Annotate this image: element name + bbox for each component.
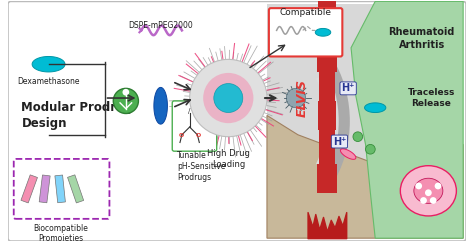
- Polygon shape: [55, 175, 65, 203]
- Text: H⁺: H⁺: [333, 137, 346, 147]
- Polygon shape: [319, 130, 335, 164]
- Circle shape: [435, 183, 441, 189]
- Polygon shape: [154, 87, 167, 124]
- Polygon shape: [351, 1, 463, 238]
- Circle shape: [430, 197, 437, 204]
- Circle shape: [353, 132, 363, 142]
- Bar: [267, 4, 463, 238]
- Text: O: O: [196, 133, 201, 138]
- Ellipse shape: [286, 88, 306, 108]
- Circle shape: [425, 189, 432, 196]
- Polygon shape: [319, 72, 335, 101]
- Polygon shape: [21, 175, 37, 203]
- Ellipse shape: [203, 73, 254, 123]
- Polygon shape: [318, 101, 336, 130]
- Text: H⁺: H⁺: [341, 83, 355, 93]
- Text: ELVIS: ELVIS: [295, 79, 308, 117]
- Text: O: O: [178, 133, 183, 138]
- Polygon shape: [67, 175, 84, 203]
- Polygon shape: [318, 1, 336, 38]
- Text: Tunable
pH-Sensitive
Prodrugs: Tunable pH-Sensitive Prodrugs: [177, 151, 226, 182]
- Circle shape: [420, 197, 427, 204]
- Text: /: /: [189, 108, 191, 114]
- Text: Rheumatoid
Arthritis: Rheumatoid Arthritis: [388, 27, 455, 50]
- Polygon shape: [317, 164, 337, 193]
- Polygon shape: [317, 38, 337, 72]
- Circle shape: [415, 183, 422, 189]
- Ellipse shape: [190, 59, 267, 137]
- FancyBboxPatch shape: [172, 101, 217, 151]
- Text: Biocompatible
Promoieties: Biocompatible Promoieties: [34, 224, 89, 243]
- Polygon shape: [39, 175, 50, 203]
- Circle shape: [365, 144, 375, 154]
- Polygon shape: [365, 103, 386, 113]
- Ellipse shape: [214, 84, 243, 113]
- Ellipse shape: [401, 166, 456, 216]
- Text: DSPE-mPEG2000: DSPE-mPEG2000: [128, 21, 193, 30]
- Text: Modular Prodrug
Design: Modular Prodrug Design: [21, 101, 133, 130]
- Text: Traceless
Release: Traceless Release: [408, 88, 455, 108]
- Polygon shape: [32, 57, 65, 72]
- Polygon shape: [340, 149, 356, 159]
- Circle shape: [113, 88, 138, 114]
- FancyBboxPatch shape: [8, 1, 466, 241]
- FancyBboxPatch shape: [269, 8, 342, 57]
- Polygon shape: [267, 115, 463, 238]
- Text: Compatible: Compatible: [280, 8, 332, 17]
- Text: High Drug
Loading: High Drug Loading: [207, 149, 250, 169]
- Circle shape: [122, 89, 129, 96]
- FancyBboxPatch shape: [14, 159, 109, 219]
- Polygon shape: [315, 29, 331, 36]
- Ellipse shape: [414, 178, 443, 203]
- Text: Dexamethasone: Dexamethasone: [17, 77, 80, 86]
